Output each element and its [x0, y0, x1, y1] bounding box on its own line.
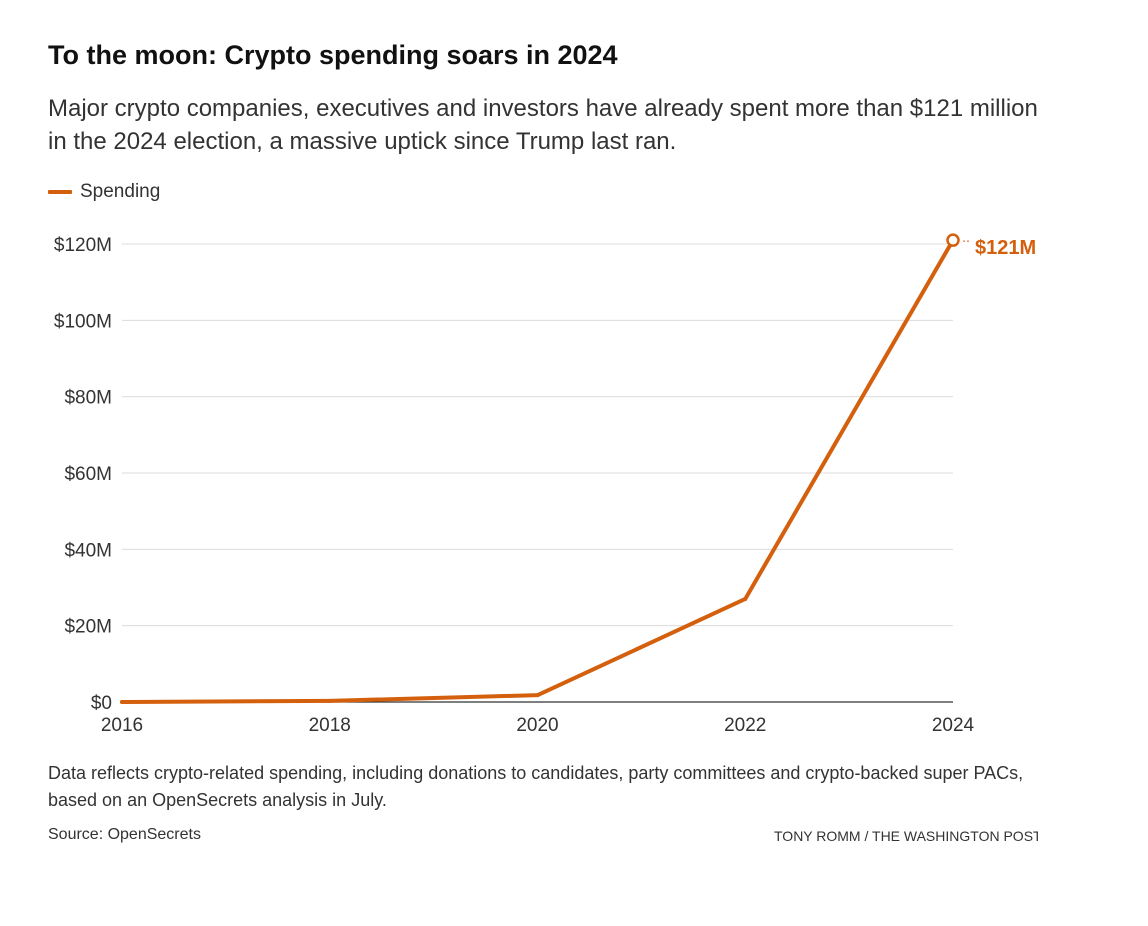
line-chart: $0 $20M $40M $60M $80M $100M $120M 2016 2018 2020…	[54, 233, 1036, 736]
y-tick-label: $120M	[54, 235, 112, 256]
x-tick-label: 2018	[309, 715, 351, 736]
end-point-marker	[946, 233, 960, 247]
chart-subtitle: Major crypto companies, executives and i…	[48, 95, 1038, 155]
y-tick-label: $80M	[64, 388, 112, 409]
x-tick-label: 2022	[724, 715, 766, 736]
y-tick-label: $60M	[64, 464, 112, 485]
legend-swatch	[48, 190, 72, 194]
series-line-spending	[120, 238, 955, 704]
x-tick-label: 2016	[101, 715, 143, 736]
data-label: $121M	[975, 237, 1036, 259]
source-label: Source: OpenSecrets	[48, 826, 201, 843]
y-tick-label: $20M	[64, 617, 112, 638]
chart-title: To the moon: Crypto spending soars in 20…	[48, 40, 618, 70]
credit-label: TONY ROMM / THE WASHINGTON POST	[774, 828, 1038, 844]
data-point	[743, 596, 748, 601]
legend-label: Spending	[80, 181, 161, 202]
data-point	[327, 698, 332, 703]
x-tick-label: 2024	[932, 715, 975, 736]
footnote: Data reflects crypto-related spending, i…	[48, 763, 1024, 810]
y-tick-label: $0	[91, 693, 112, 714]
y-tick-label: $40M	[64, 540, 112, 561]
y-tick-label: $100M	[54, 311, 112, 332]
legend: Spending	[48, 180, 160, 204]
data-point	[535, 693, 540, 698]
data-point	[120, 700, 124, 704]
x-tick-label: 2020	[516, 715, 558, 736]
